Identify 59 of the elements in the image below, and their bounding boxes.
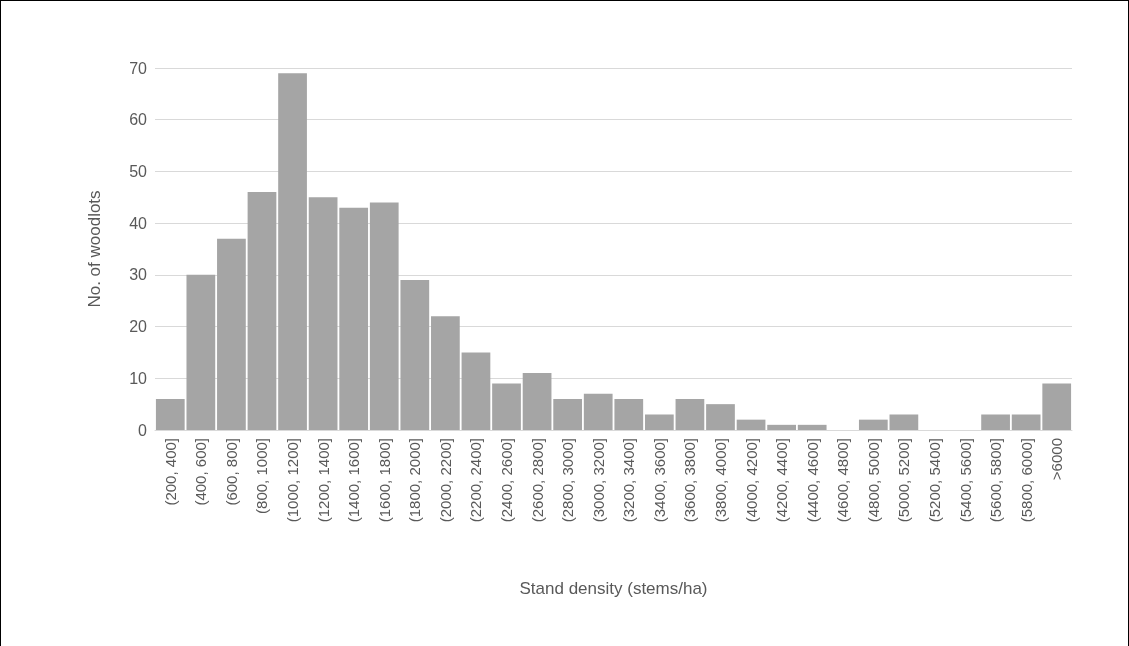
bar xyxy=(217,238,246,430)
y-tick-label: 0 xyxy=(138,421,148,439)
y-axis-title: No. of woodlots xyxy=(85,190,104,308)
x-tick-label: (200, 400] xyxy=(161,438,179,506)
x-tick-label: >6000 xyxy=(1048,438,1066,481)
bar xyxy=(461,352,491,430)
x-tick-label: (600, 800] xyxy=(222,438,240,506)
x-tick-label: (2200, 2400] xyxy=(467,438,485,523)
x-axis-title: Stand density (stems/ha) xyxy=(519,579,708,598)
x-tick-label: (1600, 1800] xyxy=(375,438,393,523)
x-tick-label: (2600, 2800] xyxy=(528,438,546,523)
bar xyxy=(644,414,674,430)
x-tick-label: (5600, 5800] xyxy=(987,438,1005,523)
x-tick-label: (800, 1000] xyxy=(253,438,271,514)
bar xyxy=(522,373,552,430)
x-tick-label: (2400, 2600] xyxy=(498,438,516,523)
y-tick-label: 40 xyxy=(129,214,148,232)
x-tick-label: (4400, 4600] xyxy=(803,438,821,523)
x-tick-label: (2800, 3000] xyxy=(559,438,577,523)
bar xyxy=(981,414,1010,430)
x-tick-label: (3800, 4000] xyxy=(711,438,729,523)
x-tick-label: (1800, 2000] xyxy=(406,438,424,523)
x-tick-label: (1000, 1200] xyxy=(284,438,302,523)
x-tick-label: (3400, 3600] xyxy=(650,438,668,523)
bar xyxy=(492,383,521,430)
bar xyxy=(736,419,766,430)
y-tick-label: 30 xyxy=(129,266,148,284)
y-tick-label: 50 xyxy=(129,162,148,180)
bar xyxy=(706,404,735,430)
x-tick-label: (1200, 1400] xyxy=(314,438,332,523)
x-tick-label: (4000, 4200] xyxy=(742,438,760,523)
y-tick-label: 20 xyxy=(129,318,148,336)
bar xyxy=(278,73,307,430)
x-tick-label: (3600, 3800] xyxy=(681,438,699,523)
x-tick-label: (5000, 5200] xyxy=(895,438,913,523)
x-tick-label: (2000, 2200] xyxy=(436,438,454,523)
x-tick-label: (1400, 1600] xyxy=(345,438,363,523)
x-tick-label: (5800, 6000] xyxy=(1017,438,1035,523)
bar xyxy=(797,424,827,430)
y-tick-label: 70 xyxy=(129,59,148,77)
bar xyxy=(889,414,919,430)
x-tick-label: (3200, 3400] xyxy=(620,438,638,523)
x-tick-label: (5400, 5600] xyxy=(956,438,974,523)
bar xyxy=(247,192,277,430)
bar xyxy=(431,316,460,430)
x-tick-label: (400, 600] xyxy=(192,438,210,506)
bar xyxy=(858,419,888,430)
y-tick-label: 60 xyxy=(129,111,148,129)
bar xyxy=(308,197,338,430)
x-tick-label: (4200, 4400] xyxy=(773,438,791,523)
y-tick-label: 10 xyxy=(129,369,148,387)
bar xyxy=(675,398,705,430)
x-tick-label: (5200, 5400] xyxy=(925,438,943,523)
x-tick-label: (4800, 5000] xyxy=(864,438,882,523)
bar xyxy=(553,398,583,430)
bar xyxy=(339,207,369,430)
bar xyxy=(767,424,796,430)
x-tick-label: (3000, 3200] xyxy=(589,438,607,523)
x-tick-label: (4600, 4800] xyxy=(834,438,852,523)
